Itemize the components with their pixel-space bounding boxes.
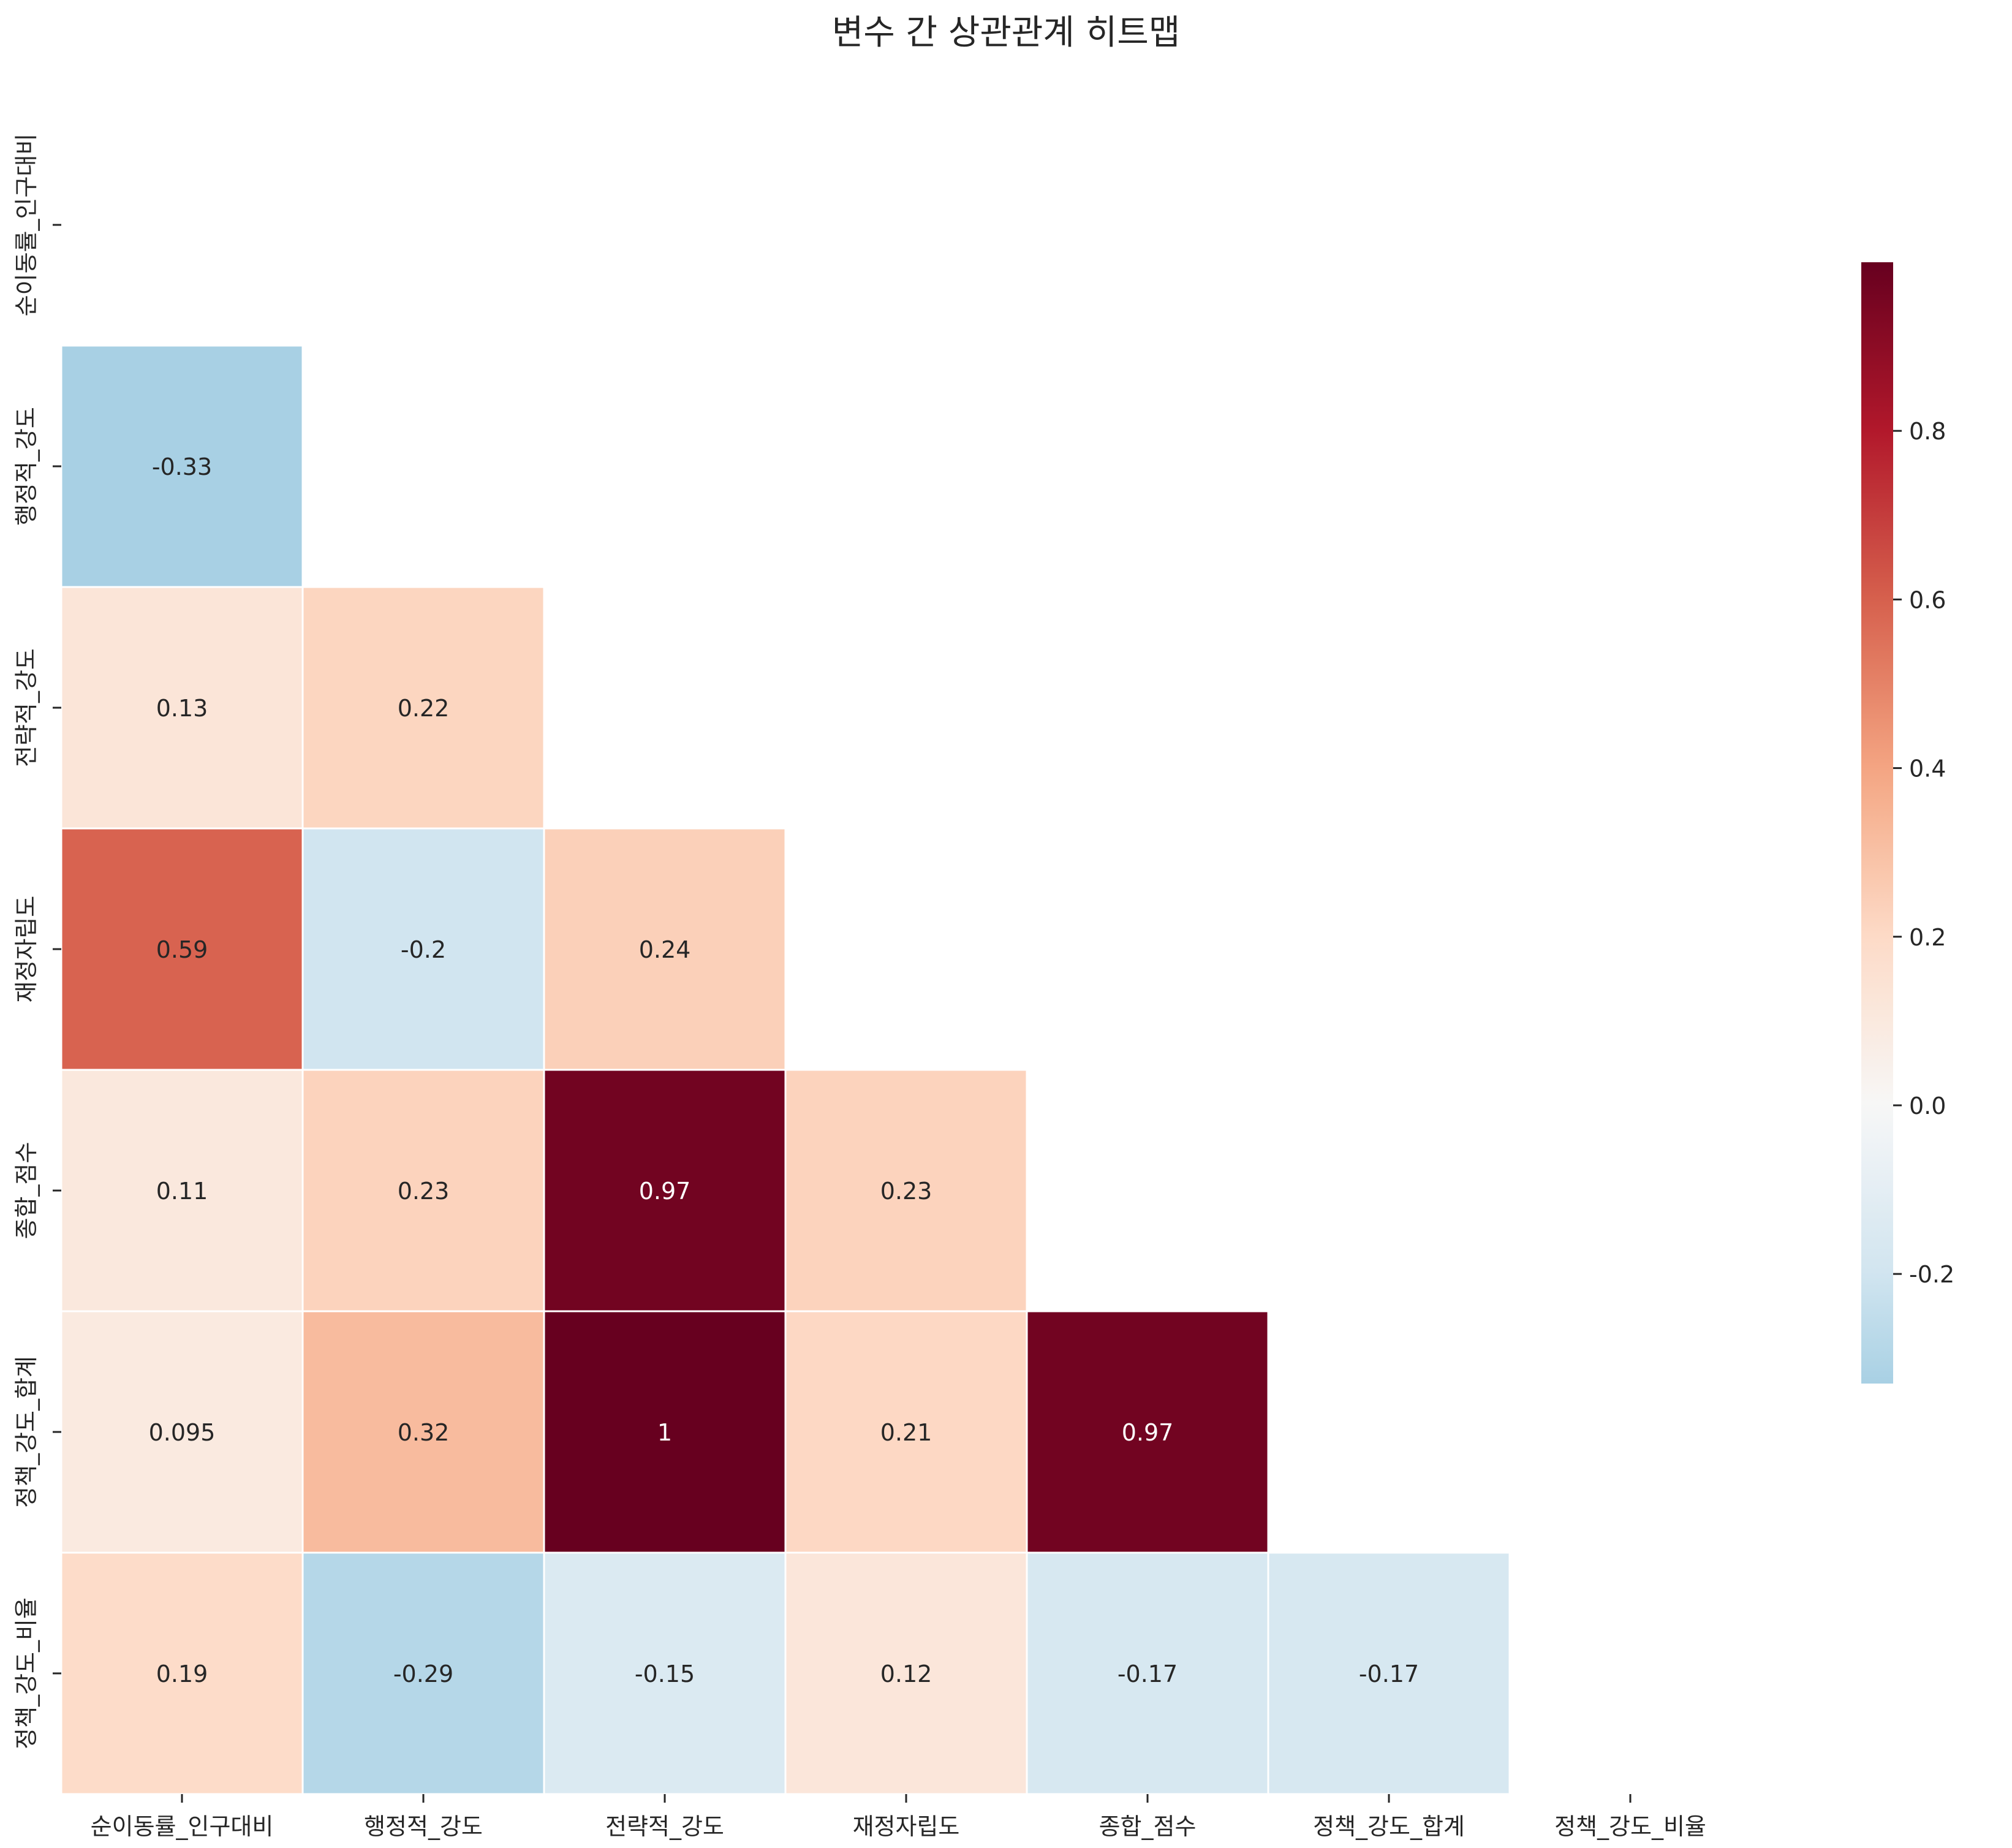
heatmap-cell	[60, 344, 304, 588]
cell-value-label: 0.97	[639, 1178, 691, 1205]
x-tick-label: 재정자립도	[853, 1813, 960, 1840]
heatmap-cell	[543, 1551, 787, 1795]
heatmap-cells: -0.33 0.13 0.22 0.59 -0.2 0.24 0.11 0.23 0.97 0.2…	[60, 344, 1511, 1795]
y-tick-label: 종합_점수	[13, 1142, 40, 1240]
cell-value-label: 0.97	[1122, 1419, 1174, 1446]
cell-value-label: 0.11	[156, 1178, 208, 1205]
heatmap-cell	[784, 1310, 1028, 1554]
cell-value-label: -0.17	[1359, 1661, 1419, 1687]
cell-value-label: -0.2	[401, 936, 446, 963]
heatmap-cell	[1026, 1310, 1269, 1554]
colorbar-gradient	[1861, 262, 1893, 1384]
x-axis: 순이동률_인구대비 행정적_강도 전략적_강도 재정자립도 종합_점수 정책_강도_합계 정…	[91, 1794, 1706, 1840]
cell-value-label: 0.095	[149, 1419, 216, 1446]
heatmap-cell	[784, 1551, 1028, 1795]
cell-value-label: 0.59	[156, 936, 208, 963]
heatmap-cell	[301, 1069, 545, 1312]
cell-value-label: 0.12	[880, 1661, 932, 1687]
cell-value-label: 0.24	[639, 936, 691, 963]
heatmap-cell	[301, 827, 545, 1071]
cell-value-label: -0.29	[393, 1661, 453, 1687]
colorbar-tick-label: 0.2	[1909, 924, 1946, 951]
colorbar-tick-label: 0.4	[1909, 755, 1946, 782]
cell-value-label: 1	[657, 1419, 672, 1446]
heatmap-cell	[301, 1551, 545, 1795]
heatmap-cell	[301, 1310, 545, 1554]
x-tick-label: 종합_점수	[1099, 1813, 1197, 1840]
y-tick-label: 재정자립도	[13, 896, 40, 1003]
cell-value-label: 0.23	[398, 1178, 450, 1205]
heatmap-cell	[784, 1069, 1028, 1312]
cell-value-label: 0.19	[156, 1661, 208, 1687]
colorbar-tick-label: 0.0	[1909, 1093, 1946, 1119]
cell-value-label: -0.17	[1118, 1661, 1178, 1687]
y-tick-label: 정책_강도_합계	[13, 1356, 40, 1508]
heatmap-cell	[60, 586, 304, 830]
cell-value-label: -0.33	[152, 453, 212, 480]
cell-value-label: 0.13	[156, 695, 208, 722]
y-tick-label: 순이동률_인구대비	[13, 134, 40, 317]
x-tick-label: 행정적_강도	[364, 1813, 483, 1840]
colorbar: -0.2 0.0 0.2 0.4 0.6 0.8	[1861, 262, 1954, 1384]
x-tick-label: 순이동률_인구대비	[91, 1813, 274, 1840]
y-axis: 순이동률_인구대비행정적_강도전략적_강도재정자립도종합_점수정책_강도_합계정…	[13, 134, 61, 1749]
x-tick-label: 정책_강도_비율	[1554, 1813, 1706, 1840]
x-tick-label: 정책_강도_합계	[1313, 1813, 1465, 1840]
chart-title: 변수 간 상관관계 히트맵	[832, 13, 1181, 53]
y-tick-label: 전략적_강도	[13, 648, 40, 767]
cell-value-label: 0.21	[880, 1419, 932, 1446]
heatmap-cell	[543, 827, 787, 1071]
cell-value-label: 0.23	[880, 1178, 932, 1205]
colorbar-tick-label: 0.6	[1909, 586, 1946, 613]
cell-value-label: -0.15	[635, 1661, 695, 1687]
heatmap-cell	[301, 586, 545, 830]
cell-value-label: 0.22	[398, 695, 450, 722]
heatmap-cell	[60, 827, 304, 1071]
heatmap-cell	[1267, 1551, 1511, 1795]
x-tick-label: 전략적_강도	[605, 1813, 724, 1840]
y-tick-label: 정책_강도_비율	[13, 1597, 40, 1749]
y-tick-label: 행정적_강도	[13, 407, 40, 526]
heatmap-cell	[1026, 1551, 1269, 1795]
cell-value-label: 0.32	[398, 1419, 450, 1446]
heatmap-cell	[543, 1310, 787, 1554]
colorbar-tick-label: -0.2	[1909, 1261, 1954, 1288]
colorbar-tick-label: 0.8	[1909, 418, 1946, 445]
